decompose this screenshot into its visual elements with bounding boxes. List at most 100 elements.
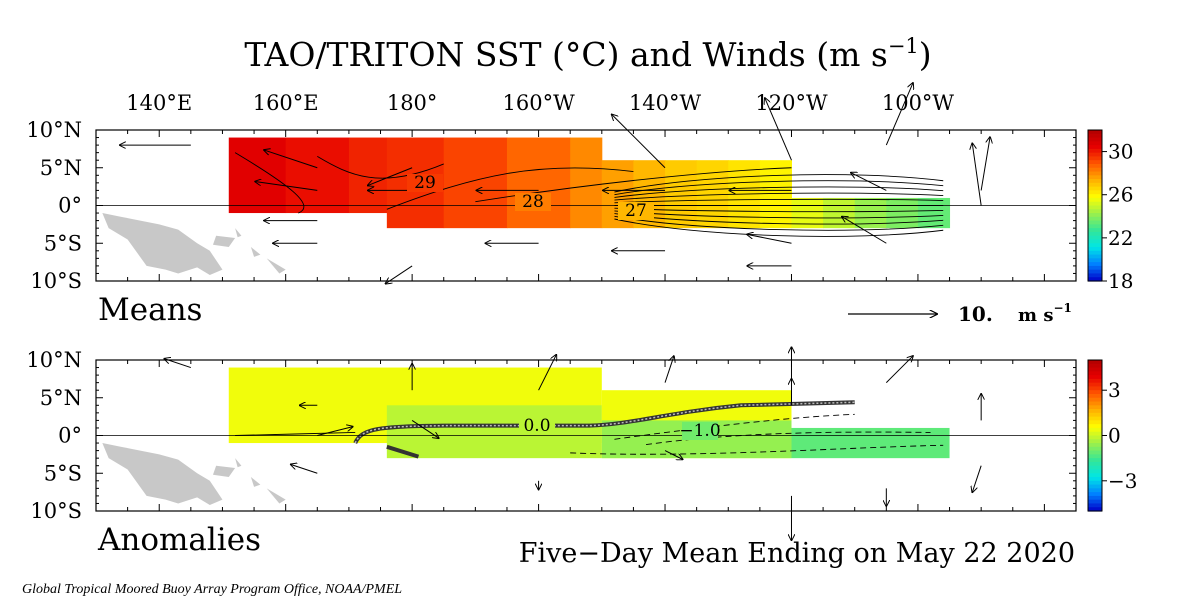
sst-gradient-cell bbox=[823, 197, 856, 229]
colorbar-cell bbox=[1088, 156, 1102, 161]
wind-vector bbox=[255, 182, 318, 191]
colorbar-cell bbox=[1088, 461, 1102, 467]
colorbar-cell bbox=[1088, 503, 1102, 508]
colorbar-cell bbox=[1088, 492, 1102, 497]
colorbar-cell bbox=[1088, 427, 1102, 433]
colorbar-cell bbox=[1088, 254, 1102, 259]
colorbar-cell bbox=[1088, 473, 1102, 478]
wind-scale-value: 10. bbox=[958, 302, 993, 326]
colorbar-cell bbox=[1088, 133, 1102, 139]
colorbar-cell bbox=[1088, 194, 1102, 199]
colorbar-tick-label: −3 bbox=[1108, 469, 1137, 493]
colorbar-cell bbox=[1088, 477, 1102, 482]
colorbar-cell bbox=[1088, 152, 1102, 158]
colorbar-cell bbox=[1088, 216, 1102, 222]
colorbar-cell bbox=[1088, 382, 1102, 388]
new-guinea-shape bbox=[102, 213, 223, 275]
colorbar-cell bbox=[1088, 197, 1102, 203]
colorbar-cell bbox=[1088, 458, 1102, 463]
colorbar-cell bbox=[1088, 371, 1102, 376]
means-land-masses bbox=[102, 213, 286, 275]
colorbar-cell bbox=[1088, 405, 1102, 410]
colorbar-cell bbox=[1088, 213, 1102, 218]
anomalies-sst-contours bbox=[235, 400, 944, 459]
colorbar-cell bbox=[1088, 145, 1102, 150]
colorbar-tick-label: 0 bbox=[1108, 424, 1121, 448]
wind-vector bbox=[612, 114, 666, 169]
wind-vector bbox=[972, 143, 982, 206]
isotherm-line bbox=[234, 152, 305, 214]
new-guinea-shape bbox=[102, 443, 223, 505]
colorbar-cell bbox=[1088, 141, 1102, 146]
colorbar-cell bbox=[1088, 228, 1102, 233]
means-sst-field bbox=[228, 137, 951, 229]
wind-scale-reference: 10. m s−1 bbox=[848, 301, 1072, 326]
colorbar-cell bbox=[1088, 163, 1102, 169]
colorbar-cell bbox=[1088, 416, 1102, 421]
colorbar-cell bbox=[1088, 167, 1102, 173]
sst-gradient-cell bbox=[759, 160, 792, 229]
negative-anomaly-contour bbox=[646, 431, 931, 446]
latitude-tick-label: 10°N bbox=[26, 348, 82, 372]
date-caption: Five−Day Mean Ending on May 22 2020 bbox=[519, 538, 1075, 569]
anomalies-land-masses bbox=[102, 443, 286, 505]
colorbar-cell bbox=[1088, 160, 1102, 165]
wind-vector bbox=[747, 234, 792, 244]
figure-title: TAO/TRITON SST (°C) and Winds (m s−1) bbox=[244, 34, 931, 74]
colorbar-cell bbox=[1088, 488, 1102, 493]
contour-label-background bbox=[519, 417, 555, 435]
colorbar-cell bbox=[1088, 179, 1102, 184]
colorbar-tick-label: 3 bbox=[1108, 378, 1121, 402]
colorbar-cell bbox=[1088, 175, 1102, 180]
colorbar-cell bbox=[1088, 247, 1102, 252]
negative-anomaly-contour bbox=[614, 413, 855, 440]
sst-gradient-cell bbox=[285, 137, 350, 214]
island-shape bbox=[212, 235, 236, 248]
sst-gradient-cell bbox=[348, 137, 388, 214]
colorbar-cell bbox=[1088, 454, 1102, 459]
sst-gradient-cell bbox=[665, 160, 698, 229]
colorbar-cell bbox=[1088, 148, 1102, 154]
isotherm-line bbox=[614, 198, 944, 204]
longitude-tick-label: 140°W bbox=[629, 91, 702, 115]
island-shape bbox=[266, 258, 286, 274]
colorbar-cell bbox=[1088, 186, 1102, 191]
means-wind-vectors bbox=[120, 83, 990, 284]
colorbar-cell bbox=[1088, 431, 1102, 437]
sst-gradient-cell bbox=[886, 197, 919, 229]
colorbar-cell bbox=[1088, 137, 1102, 142]
longitude-tick-label: 160°E bbox=[253, 91, 319, 115]
colorbar-cell bbox=[1088, 201, 1102, 207]
contour-label-background bbox=[682, 422, 718, 440]
colorbar-cell bbox=[1088, 367, 1102, 372]
island-shape bbox=[266, 488, 286, 504]
colorbar-cell bbox=[1088, 484, 1102, 489]
anomalies-contour-labels: 0.0 −1.0 bbox=[519, 416, 721, 441]
colorbar-cell bbox=[1088, 130, 1102, 135]
colorbar-cell bbox=[1088, 209, 1102, 214]
isotherm-line bbox=[614, 174, 944, 193]
credit-line: Global Tropical Moored Buoy Array Progra… bbox=[22, 582, 402, 597]
means-panel: 10°N 5°N 0° 5°S 10°S 29 28 27 30 26 22 18 bbox=[26, 83, 1133, 293]
colorbar-cell bbox=[1088, 439, 1102, 444]
wind-vector bbox=[851, 173, 887, 191]
colorbar-cell bbox=[1088, 375, 1102, 380]
latitude-tick-label: 0° bbox=[58, 194, 82, 218]
anomalies-panel: 10°N 5°N 0° 5°S 10°S 0.0 −1.0 3 0 −3 bbox=[26, 347, 1137, 540]
isotherm-line bbox=[614, 218, 944, 237]
latitude-tick-label: 5°N bbox=[40, 156, 82, 180]
anomalies-panel-label: Anomalies bbox=[97, 522, 261, 558]
means-contour-labels: 29 28 27 bbox=[407, 173, 654, 221]
colorbar-cell bbox=[1088, 231, 1102, 237]
wind-vector bbox=[885, 83, 913, 146]
colorbar-cell bbox=[1088, 499, 1102, 505]
colorbar-cell bbox=[1088, 443, 1102, 448]
colorbar-cell bbox=[1088, 220, 1102, 225]
colorbar-cell bbox=[1088, 273, 1102, 278]
colorbar-cell bbox=[1088, 182, 1102, 188]
wind-vector bbox=[842, 217, 887, 244]
colorbar-cell bbox=[1088, 224, 1102, 229]
wind-vector bbox=[980, 137, 990, 191]
colorbar-cell bbox=[1088, 469, 1102, 474]
colorbar-cell bbox=[1088, 401, 1102, 406]
